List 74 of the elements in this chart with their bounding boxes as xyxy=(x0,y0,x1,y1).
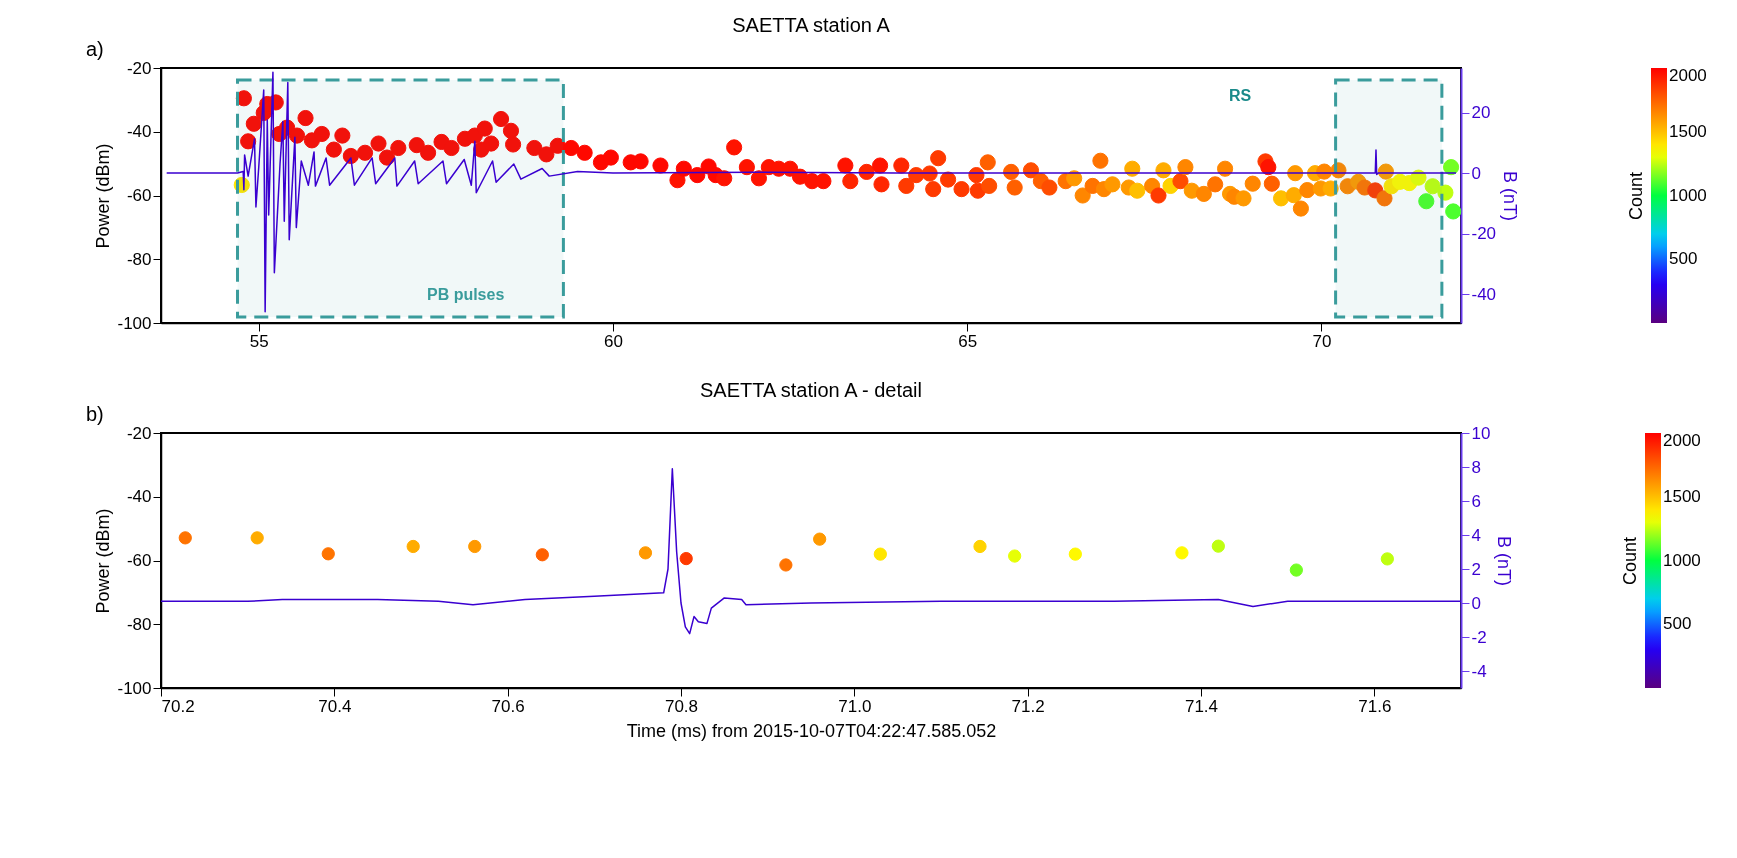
point xyxy=(1289,563,1303,577)
color-bar-label: 1000 xyxy=(1663,550,1701,570)
y2-tick-label: -40 xyxy=(1471,284,1497,304)
color-bar-label: 500 xyxy=(1669,249,1698,269)
point xyxy=(178,531,192,545)
y-tick-label: -100 xyxy=(117,313,152,333)
y-tick-label: -100 xyxy=(117,678,152,698)
y-axis-title: Power (dBm) xyxy=(93,143,114,249)
text: a) xyxy=(86,38,104,60)
x-tick-label: 65 xyxy=(958,331,978,351)
point xyxy=(779,558,793,572)
y-tick-label: -80 xyxy=(126,614,152,634)
point xyxy=(535,548,549,562)
x-tick-label: 70 xyxy=(1312,331,1332,351)
chart-title: SAETTA station A xyxy=(732,14,891,36)
point xyxy=(679,551,693,566)
y2-tick-label: -2 xyxy=(1471,627,1487,647)
y-tick-label: -40 xyxy=(126,122,152,142)
y2-tick-label: 4 xyxy=(1471,525,1481,545)
y2-tick-label: -4 xyxy=(1471,661,1487,681)
color-bar-label: 500 xyxy=(1663,614,1692,634)
x-tick-label: 55 xyxy=(249,331,269,351)
x-tick-label: 70.4 xyxy=(318,696,352,716)
point xyxy=(250,531,264,545)
y2-axis-title: B (nT) xyxy=(1494,535,1515,587)
y2-tick-label: 6 xyxy=(1471,491,1481,511)
color-bar-title: Count xyxy=(1620,536,1640,586)
text: b) xyxy=(86,403,104,425)
color-bar-label: 1000 xyxy=(1669,185,1707,205)
y2-tick-label: 10 xyxy=(1471,423,1491,443)
color-bar-label: 2000 xyxy=(1663,431,1701,450)
point xyxy=(973,539,987,554)
point xyxy=(321,547,335,561)
point xyxy=(1175,546,1189,560)
color-bar-label: 2000 xyxy=(1669,66,1707,85)
point xyxy=(406,539,420,554)
x-tick-label: 60 xyxy=(604,331,623,351)
point xyxy=(1008,549,1022,563)
y2-tick-label: 20 xyxy=(1471,103,1491,123)
x-tick-label: 71.6 xyxy=(1358,696,1392,716)
point xyxy=(1068,547,1082,561)
y-axis-title: Power (dBm) xyxy=(93,508,114,614)
color-bar-label: 1500 xyxy=(1663,486,1701,506)
y2-tick-label: 0 xyxy=(1471,593,1481,613)
y-tick-label: -20 xyxy=(126,423,152,443)
x-tick-label: 71.0 xyxy=(838,696,872,716)
chart-title: SAETTA station A - detail xyxy=(700,379,922,401)
y2-tick-label: 0 xyxy=(1471,163,1481,183)
band-label: PB pulses xyxy=(426,286,505,303)
y2-axis-title: B (nT) xyxy=(1500,170,1521,222)
point xyxy=(1211,539,1225,553)
y2-tick-label: 2 xyxy=(1471,559,1481,579)
point xyxy=(638,546,653,560)
point xyxy=(873,547,887,561)
x-tick-label: 70.8 xyxy=(664,696,699,716)
y2-tick-label: -20 xyxy=(1471,224,1497,244)
x-tick-label: 71.4 xyxy=(1184,696,1219,716)
x-tick-label: 70.6 xyxy=(491,696,525,716)
y-tick-label: -20 xyxy=(126,58,152,78)
y-tick-label: -60 xyxy=(126,186,152,205)
y2-tick-label: 8 xyxy=(1471,457,1481,477)
y-tick-label: -40 xyxy=(126,487,152,507)
color-bar-label: 1500 xyxy=(1669,121,1707,141)
y-tick-label: -60 xyxy=(126,551,152,570)
point xyxy=(1380,552,1394,566)
annotation: RS xyxy=(1228,87,1252,104)
x-tick-label: 70.2 xyxy=(161,696,195,716)
point xyxy=(468,539,482,554)
x-tick-label: 71.2 xyxy=(1011,696,1045,716)
x-axis-title: Time (ms) from 2015-10-07T04:22:47.585.052 xyxy=(626,720,997,741)
point xyxy=(813,532,827,546)
y-tick-label: -80 xyxy=(126,249,152,269)
color-bar-title: Count xyxy=(1626,171,1646,221)
line-series xyxy=(160,467,1462,635)
